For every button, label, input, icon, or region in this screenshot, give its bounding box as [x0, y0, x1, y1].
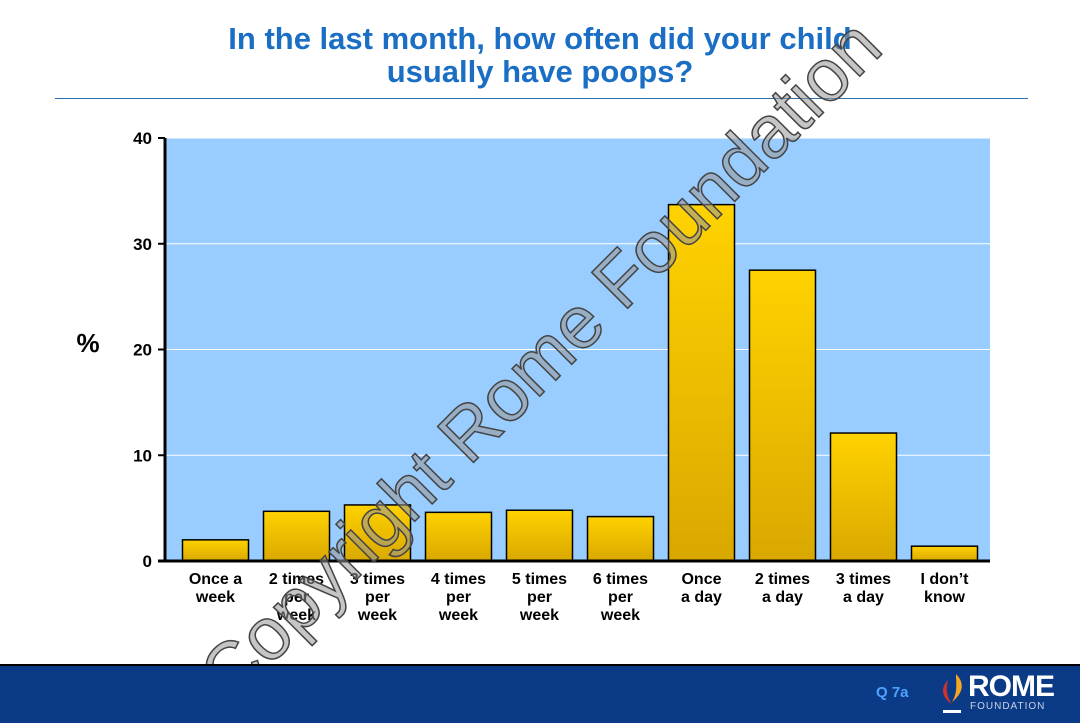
y-tick-label: 0	[143, 552, 152, 571]
x-tick-label: Once a week	[189, 571, 242, 606]
y-tick-label: 40	[133, 129, 152, 148]
x-tick-label: 2 times per week	[269, 571, 324, 624]
chart-title: In the last month, how often did your ch…	[228, 21, 852, 89]
bar	[586, 515, 655, 562]
question-number: Q 7a	[876, 684, 909, 701]
x-tick-label: 2 times a day	[755, 571, 810, 606]
logo-subtitle: FOUNDATION	[970, 701, 1046, 712]
y-axis-label: %	[76, 328, 99, 358]
logo-word: ROME	[968, 670, 1055, 703]
bar	[505, 509, 574, 562]
x-tick-label: I don’t know	[921, 571, 970, 606]
bar	[343, 504, 412, 562]
bar-chart: 0 10 20 30 40% Once a week 2 times per week 3 time…	[76, 129, 990, 624]
x-tick-label: Once a day	[681, 571, 722, 606]
y-tick-label: 10	[133, 446, 152, 465]
bar	[829, 432, 898, 562]
x-tick-label: 6 times per week	[593, 571, 648, 624]
x-tick-label: 3 times per week	[350, 571, 405, 624]
title-divider	[55, 98, 1028, 99]
y-tick-label: 20	[133, 341, 152, 360]
x-tick-label: 3 times a day	[836, 571, 891, 606]
y-tick-label: 30	[133, 235, 152, 254]
bar	[424, 511, 493, 562]
bar	[181, 539, 250, 562]
bar	[910, 545, 979, 562]
bar	[667, 203, 736, 562]
rome-flame-logo-icon	[943, 674, 962, 713]
x-tick-label: 4 times per week	[431, 571, 486, 624]
x-tick-label: 5 times per week	[512, 571, 567, 624]
bar	[262, 510, 331, 562]
footer-banner	[0, 664, 1080, 723]
bar	[748, 269, 817, 562]
